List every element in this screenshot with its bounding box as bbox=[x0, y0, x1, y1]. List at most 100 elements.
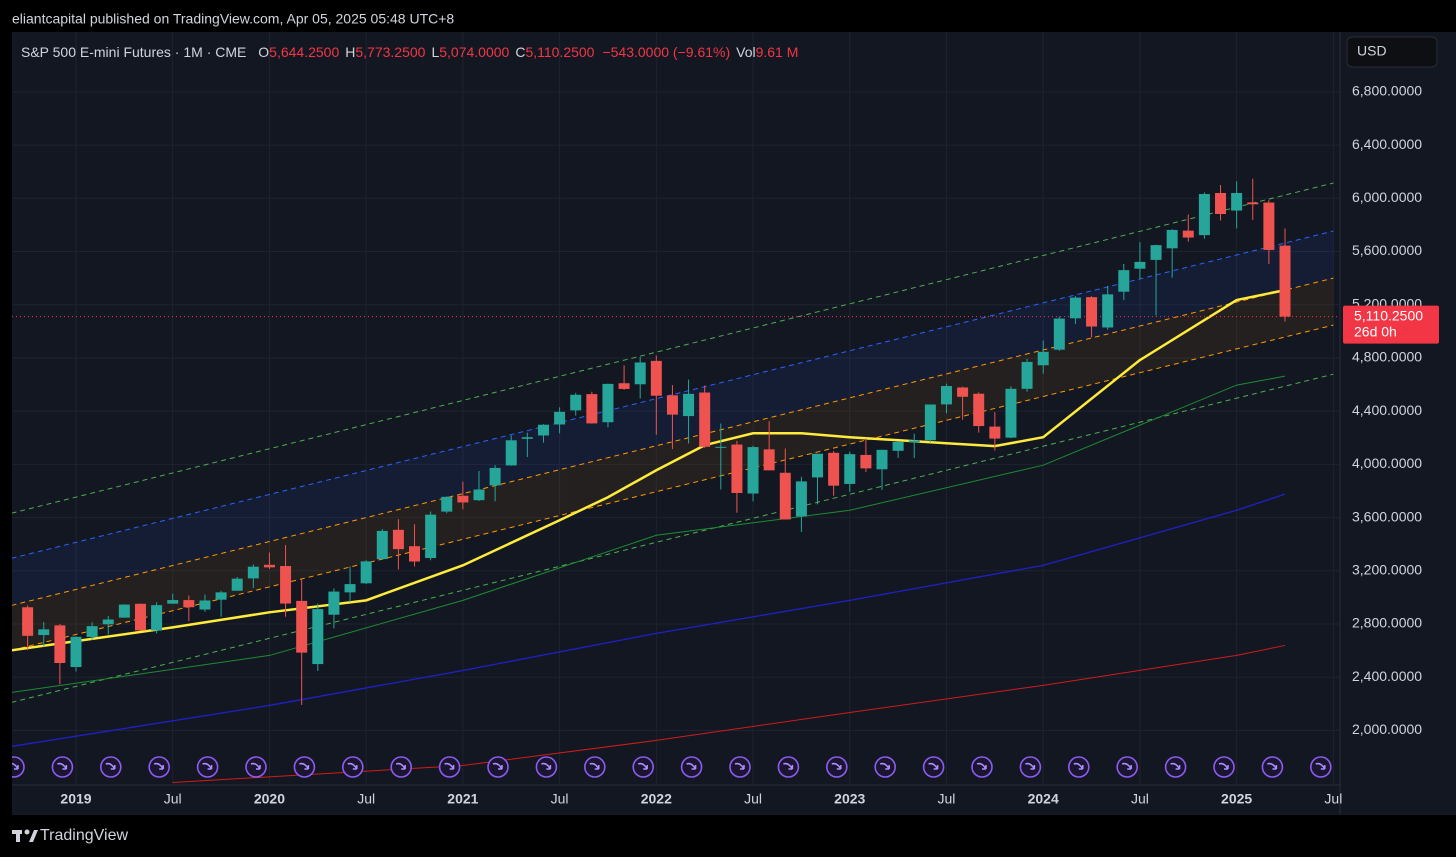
candle-body bbox=[715, 446, 727, 448]
candle-body bbox=[1053, 318, 1065, 350]
currency-button[interactable] bbox=[1346, 36, 1438, 68]
candle-body bbox=[860, 454, 872, 469]
plot bbox=[12, 32, 1340, 785]
y-tick-label: 6,400.0000 bbox=[1352, 136, 1422, 152]
candle-body bbox=[892, 441, 904, 451]
event-icon bbox=[922, 756, 945, 778]
event-icon bbox=[1213, 756, 1235, 778]
candle-body bbox=[924, 404, 936, 441]
candle-body bbox=[1086, 297, 1098, 327]
event-icon-arrow bbox=[105, 762, 116, 770]
event-icon bbox=[632, 756, 655, 778]
event-icon-circle bbox=[1068, 756, 1090, 778]
candle-body bbox=[134, 603, 146, 631]
readout-key: L bbox=[431, 44, 440, 60]
event-icon-circle bbox=[874, 756, 897, 778]
event-icon-circle bbox=[438, 756, 461, 778]
y-tick-label: 4,400.0000 bbox=[1352, 402, 1422, 418]
event-icon-circle bbox=[487, 756, 509, 778]
event-icon-arrow bbox=[541, 762, 552, 770]
event-icon-circle bbox=[293, 756, 316, 778]
event-icon-arrow bbox=[928, 762, 939, 770]
event-icon-arrow bbox=[395, 762, 406, 770]
readout-key: O bbox=[258, 44, 270, 60]
channel-fill bbox=[12, 278, 1334, 651]
event-icon-arrow bbox=[1073, 762, 1084, 770]
candle-body bbox=[1182, 230, 1194, 238]
candle-body bbox=[666, 395, 678, 415]
event-icon-arrow bbox=[637, 762, 648, 770]
candle-body bbox=[957, 387, 969, 397]
channel-line bbox=[12, 373, 1334, 703]
event-icon bbox=[535, 756, 558, 778]
candle-body bbox=[618, 383, 630, 389]
candle-body bbox=[1279, 245, 1291, 317]
candle-body bbox=[263, 564, 275, 568]
candle-body bbox=[183, 600, 195, 608]
event-icon-circle bbox=[1310, 756, 1332, 778]
readout-key: Vol bbox=[736, 44, 756, 60]
candle-body bbox=[1134, 261, 1146, 269]
candle-body bbox=[86, 626, 98, 637]
event-icon-circle bbox=[1164, 756, 1187, 778]
candle-body bbox=[602, 383, 614, 423]
candle-body bbox=[457, 495, 469, 503]
brand: TradingView bbox=[40, 827, 128, 844]
x-tick-label: Jul bbox=[938, 791, 956, 807]
y-tick-label: 2,000.0000 bbox=[1352, 721, 1422, 737]
event-icon-circle bbox=[535, 756, 558, 778]
event-icon bbox=[341, 756, 364, 778]
candle-body bbox=[376, 530, 388, 560]
event-icon bbox=[390, 756, 413, 778]
candle-body bbox=[1247, 202, 1259, 205]
event-icon-circle bbox=[632, 756, 655, 778]
channel-line bbox=[12, 182, 1334, 514]
event-icon bbox=[100, 756, 122, 778]
x-tick-label: Jul bbox=[1131, 791, 1149, 807]
candle-body bbox=[360, 561, 372, 584]
event-icon-circle bbox=[100, 756, 122, 778]
event-icon bbox=[825, 756, 848, 778]
event-icon bbox=[874, 756, 897, 778]
event-icon bbox=[777, 756, 800, 778]
candle-body bbox=[38, 629, 50, 636]
candle-body bbox=[1118, 270, 1130, 292]
candle-body bbox=[1231, 192, 1243, 211]
event-icon-arrow bbox=[12, 762, 19, 770]
event-icon-arrow bbox=[347, 762, 358, 770]
event-icon-circle bbox=[583, 756, 606, 778]
x-tick-label: 2019 bbox=[60, 791, 91, 807]
x-tick-label: Jul bbox=[164, 791, 182, 807]
candle-body bbox=[441, 496, 453, 512]
candle-body bbox=[70, 636, 82, 667]
channel-line bbox=[12, 277, 1334, 606]
x-tick-label: Jul bbox=[1324, 791, 1342, 807]
candle-body bbox=[795, 481, 807, 517]
event-icon bbox=[245, 756, 267, 778]
event-icon bbox=[1261, 756, 1284, 778]
candle-body bbox=[973, 393, 985, 427]
moving-average bbox=[12, 288, 1286, 652]
event-icon bbox=[196, 756, 219, 778]
candle-body bbox=[521, 437, 533, 439]
candle-body bbox=[554, 411, 566, 425]
candle-body bbox=[747, 447, 759, 494]
event-icon bbox=[148, 756, 170, 778]
currency[interactable]: USD bbox=[1357, 43, 1387, 59]
candle-body bbox=[296, 600, 308, 653]
event-icon-circle bbox=[148, 756, 170, 778]
candle-body bbox=[1005, 388, 1017, 438]
candle-body bbox=[280, 566, 292, 604]
event-icon-circle bbox=[922, 756, 945, 778]
y-tick-label: 6,800.0000 bbox=[1352, 83, 1422, 99]
candle-body bbox=[828, 452, 840, 486]
candle-body bbox=[409, 546, 421, 562]
event-icon-circle bbox=[729, 756, 751, 778]
candle-body bbox=[1198, 194, 1210, 236]
candle-body bbox=[1263, 202, 1275, 250]
x-tick-label: 2023 bbox=[834, 791, 865, 807]
y-tick-label: 6,000.0000 bbox=[1352, 189, 1422, 205]
candle-body bbox=[940, 386, 952, 405]
y-tick-label: 2,400.0000 bbox=[1352, 668, 1422, 684]
candle-body bbox=[167, 600, 179, 604]
